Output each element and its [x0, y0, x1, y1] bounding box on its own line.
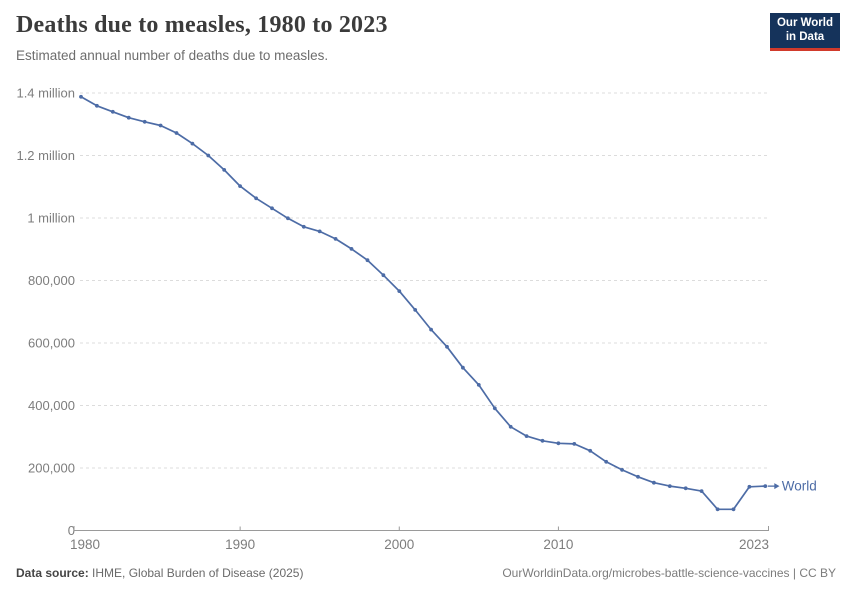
data-point-2021[interactable]: [731, 507, 736, 512]
owid-logo[interactable]: Our World in Data: [770, 13, 840, 51]
y-axis-tick-label: 200,000: [28, 461, 75, 476]
data-point-1993[interactable]: [286, 216, 290, 221]
data-point-1983[interactable]: [126, 115, 131, 120]
chart-subtitle: Estimated annual number of deaths due to…: [16, 48, 329, 63]
x-axis-tick-label: 2000: [384, 537, 414, 552]
data-point-1994[interactable]: [301, 224, 306, 229]
chart-footer: Data source: IHME, Global Burden of Dise…: [16, 566, 836, 580]
data-point-1996[interactable]: [333, 237, 338, 241]
owid-logo-line1: Our World: [776, 17, 833, 29]
data-point-1987[interactable]: [190, 141, 195, 146]
data-point-2018[interactable]: [683, 486, 688, 491]
x-axis-line: [73, 526, 769, 531]
data-point-2008[interactable]: [524, 434, 529, 438]
measles-line-chart[interactable]: 0 200,000 400,000 600,000 800,000 1 million 1.…: [0, 78, 850, 560]
data-point-2013[interactable]: [604, 459, 609, 464]
owid-logo-line2: in Data: [785, 31, 825, 43]
data-point-2003[interactable]: [445, 344, 449, 349]
data-point-2002[interactable]: [429, 327, 433, 332]
data-point-2017[interactable]: [667, 484, 672, 488]
credit-link[interactable]: OurWorldinData.org/microbes-battle-scien…: [502, 566, 836, 580]
data-point-2004[interactable]: [461, 365, 465, 370]
data-point-1998[interactable]: [365, 258, 370, 263]
data-point-2015[interactable]: [636, 474, 640, 479]
data-point-1980[interactable]: [79, 94, 83, 99]
data-point-1992[interactable]: [270, 206, 274, 211]
data-point-2000[interactable]: [397, 289, 402, 293]
data-point-1988[interactable]: [206, 153, 211, 158]
data-point-1991[interactable]: [254, 196, 258, 201]
chart-title: Deaths due to measles, 1980 to 2023: [16, 12, 388, 38]
data-point-2007[interactable]: [508, 424, 513, 429]
y-axis-tick-label: 1 million: [27, 211, 75, 226]
data-point-1984[interactable]: [142, 119, 147, 124]
data-point-2009[interactable]: [540, 438, 545, 443]
y-axis-tick-label: 1.4 million: [16, 86, 75, 101]
data-point-1985[interactable]: [158, 123, 163, 128]
data-point-1986[interactable]: [174, 131, 179, 135]
y-axis-tick-label: 400,000: [28, 398, 75, 413]
data-point-2006[interactable]: [492, 406, 497, 411]
world-line-series[interactable]: [80, 96, 766, 511]
y-axis-tick-label: 0: [68, 523, 75, 538]
data-point-2014[interactable]: [620, 468, 624, 472]
data-point-2016[interactable]: [652, 480, 656, 485]
data-point-2023[interactable]: [763, 484, 768, 488]
series-end-arrowhead: [774, 483, 780, 490]
data-source-text: IHME, Global Burden of Disease (2025): [88, 566, 304, 580]
x-axis-tick-label: 2023: [739, 537, 769, 552]
data-point-1990[interactable]: [238, 184, 243, 188]
data-point-1997[interactable]: [349, 247, 354, 251]
x-axis-tick-label: 1980: [70, 537, 100, 552]
data-point-1989[interactable]: [222, 168, 227, 172]
data-point-2022[interactable]: [747, 484, 752, 489]
data-point-2010[interactable]: [556, 441, 561, 446]
data-source-label: Data source:: [16, 566, 89, 580]
y-axis-tick-label: 800,000: [28, 273, 75, 288]
data-point-1999[interactable]: [381, 273, 386, 278]
data-point-2005[interactable]: [476, 383, 481, 387]
data-point-1995[interactable]: [317, 229, 322, 234]
data-point-2011[interactable]: [572, 442, 577, 446]
data-point-1981[interactable]: [95, 103, 99, 108]
data-point-2012[interactable]: [588, 448, 593, 453]
series-entity-label[interactable]: World: [782, 479, 817, 494]
y-axis-tick-label: 600,000: [28, 336, 75, 351]
data-point-2001[interactable]: [413, 308, 418, 312]
data-point-2020[interactable]: [715, 507, 720, 512]
data-point-1982[interactable]: [110, 109, 115, 114]
x-axis-tick-label: 2010: [543, 537, 573, 552]
x-axis-tick-label: 1990: [225, 537, 255, 552]
y-axis-tick-label: 1.2 million: [16, 148, 75, 163]
data-point-2019[interactable]: [699, 489, 704, 493]
data-source: Data source: IHME, Global Burden of Dise…: [16, 566, 303, 580]
